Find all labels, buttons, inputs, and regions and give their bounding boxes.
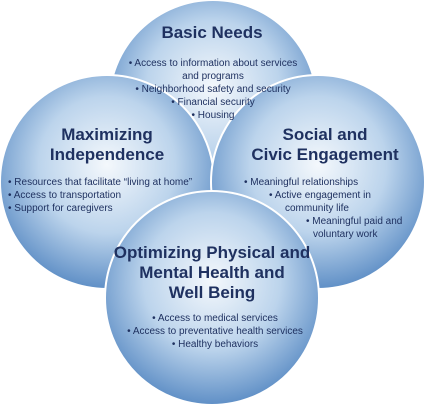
social-civic-engagement-item: • Meaningful paid and [306, 216, 402, 227]
health-well-being-group: Optimizing Physical and Mental Health an… [114, 243, 310, 350]
social-civic-engagement-item: • Active engagement in [269, 190, 371, 201]
basic-needs-title: Basic Needs [161, 23, 262, 42]
maximizing-independence-item: • Access to transportation [8, 190, 121, 201]
basic-needs-item: • Financial security [171, 97, 255, 108]
basic-needs-group: Basic Needs • Access to information abou… [129, 23, 298, 121]
basic-needs-item: • Housing [192, 110, 235, 121]
maximizing-independence-title: Independence [50, 145, 164, 164]
basic-needs-item: • Access to information about services [129, 58, 298, 69]
social-civic-engagement-item: community life [285, 203, 349, 214]
health-well-being-title: Optimizing Physical and [114, 243, 310, 262]
social-civic-engagement-item: voluntary work [313, 229, 378, 240]
health-well-being-item: • Healthy behaviors [172, 339, 258, 350]
health-well-being-title: Well Being [169, 283, 256, 302]
social-civic-engagement-item: • Meaningful relationships [244, 177, 358, 188]
health-well-being-circle [104, 190, 320, 405]
basic-needs-item: • Neighborhood safety and security [135, 84, 290, 95]
health-well-being-item: • Access to preventative health services [127, 326, 303, 337]
health-well-being-title: Mental Health and [139, 263, 284, 282]
maximizing-independence-title: Maximizing [61, 125, 153, 144]
maximizing-independence-item: • Support for caregivers [8, 203, 113, 214]
maximizing-independence-group: Maximizing Independence • Resources that… [8, 125, 192, 214]
maximizing-independence-item: • Resources that facilitate “living at h… [8, 177, 192, 188]
basic-needs-item: and programs [182, 71, 244, 82]
social-civic-engagement-group: Social and Civic Engagement • Meaningful… [244, 125, 402, 240]
health-well-being-item: • Access to medical services [152, 313, 278, 324]
social-civic-engagement-title: Civic Engagement [251, 145, 399, 164]
social-civic-engagement-title: Social and [282, 125, 367, 144]
